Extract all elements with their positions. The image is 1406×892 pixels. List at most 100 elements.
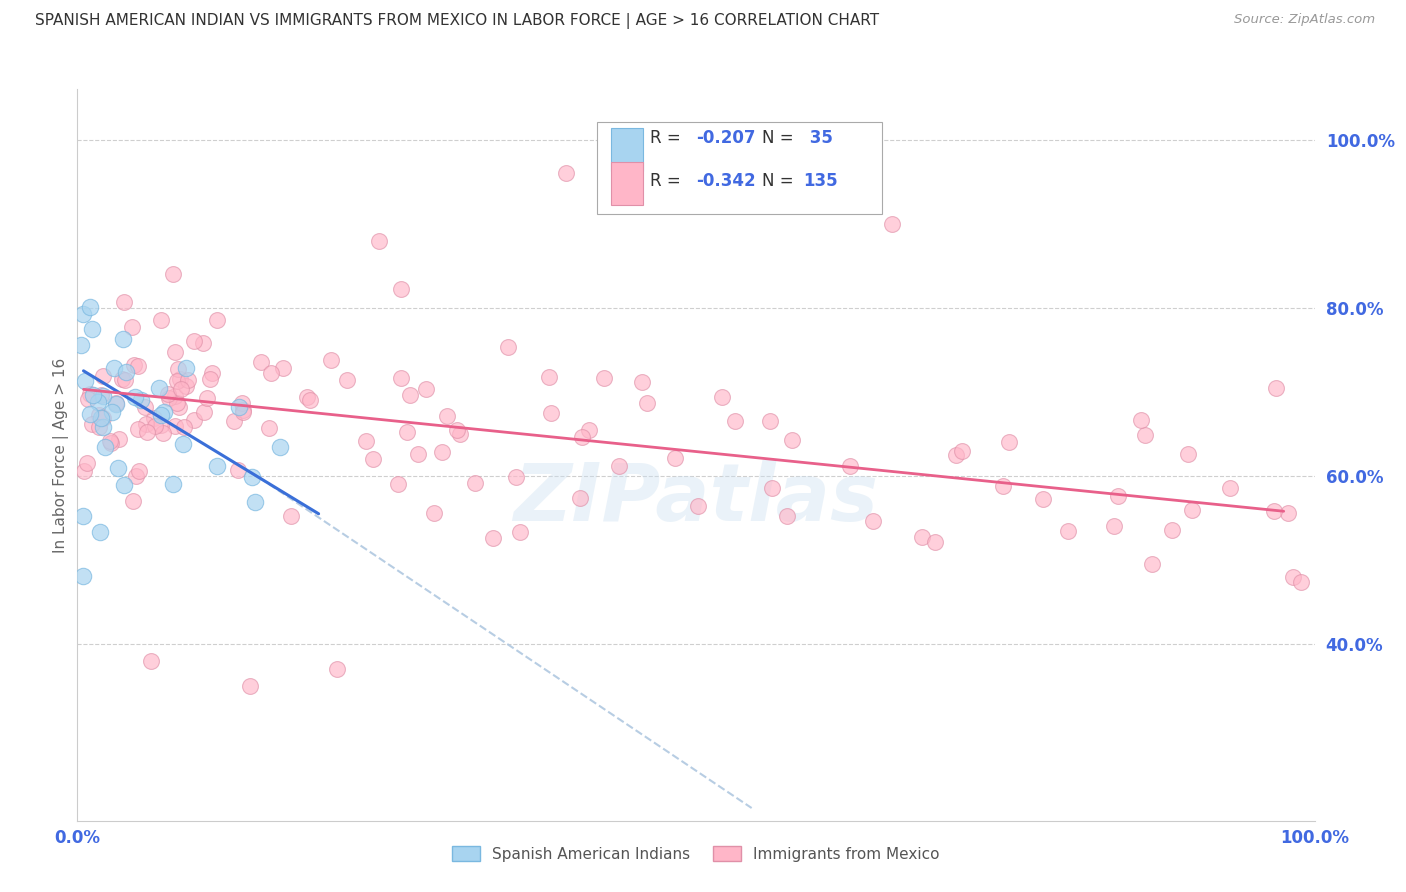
Legend: Spanish American Indians, Immigrants from Mexico: Spanish American Indians, Immigrants fro… <box>446 839 946 868</box>
Point <box>139 654 162 668</box>
Point <box>170 382 193 396</box>
Point <box>711 390 734 404</box>
Point <box>108 432 131 446</box>
Point <box>100 405 122 419</box>
Point <box>759 414 782 428</box>
Point <box>166 374 188 388</box>
Text: ZIPatlas: ZIPatlas <box>513 459 879 538</box>
Point <box>1281 570 1303 584</box>
Point <box>387 476 409 491</box>
Point <box>1181 503 1204 517</box>
Point <box>319 353 342 368</box>
FancyBboxPatch shape <box>598 122 882 213</box>
Point <box>193 405 215 419</box>
Point <box>436 409 458 423</box>
Point <box>395 425 418 439</box>
Point <box>224 414 246 428</box>
FancyBboxPatch shape <box>610 128 643 171</box>
Point <box>482 531 505 545</box>
Point <box>578 424 600 438</box>
Point <box>1104 518 1126 533</box>
Point <box>232 403 254 417</box>
Point <box>149 409 172 423</box>
Point <box>269 440 291 454</box>
Text: R =: R = <box>650 129 686 147</box>
Point <box>911 529 934 543</box>
Point <box>90 388 112 402</box>
Point <box>295 390 318 404</box>
Point <box>389 371 412 385</box>
Point <box>257 420 280 434</box>
Point <box>156 387 179 401</box>
Point <box>136 425 159 439</box>
Point <box>239 679 262 693</box>
Point <box>195 391 218 405</box>
Point <box>176 378 198 392</box>
Point <box>280 509 302 524</box>
Point <box>245 495 267 509</box>
Point <box>1142 558 1164 572</box>
Point <box>80 417 103 431</box>
Text: N =: N = <box>762 129 799 147</box>
Point <box>129 392 152 407</box>
Point <box>1218 481 1240 495</box>
Point <box>172 436 194 450</box>
Point <box>135 417 157 431</box>
Point <box>152 425 174 440</box>
Point <box>94 440 117 454</box>
Point <box>228 400 250 414</box>
Point <box>103 361 125 376</box>
Point <box>1291 575 1313 590</box>
Text: Source: ZipAtlas.com: Source: ZipAtlas.com <box>1234 13 1375 27</box>
Point <box>1107 489 1129 503</box>
Point <box>226 463 249 477</box>
Point <box>924 535 946 549</box>
Point <box>93 389 115 403</box>
Point <box>174 360 197 375</box>
Point <box>496 341 519 355</box>
Point <box>82 322 104 336</box>
Point <box>336 373 359 387</box>
Point <box>505 470 527 484</box>
Point <box>143 419 166 434</box>
Point <box>1161 523 1184 537</box>
Point <box>107 461 129 475</box>
Text: N =: N = <box>762 171 799 190</box>
Text: 135: 135 <box>804 171 838 190</box>
Point <box>592 371 614 385</box>
Point <box>112 478 135 492</box>
Point <box>134 400 156 414</box>
Text: -0.207: -0.207 <box>696 129 755 147</box>
Point <box>862 515 884 529</box>
Point <box>232 405 254 419</box>
Point <box>191 335 214 350</box>
Point <box>72 307 94 321</box>
Point <box>1277 506 1299 520</box>
Point <box>198 372 221 386</box>
Point <box>724 414 747 428</box>
Point <box>89 525 111 540</box>
Point <box>1177 447 1199 461</box>
Point <box>240 470 263 484</box>
Point <box>664 450 686 465</box>
Point <box>153 405 176 419</box>
Point <box>98 434 121 449</box>
Point <box>782 433 804 447</box>
Point <box>998 435 1021 450</box>
Point <box>368 234 391 248</box>
Point <box>449 427 471 442</box>
Point <box>166 362 188 376</box>
Point <box>775 509 797 524</box>
Point <box>90 411 112 425</box>
Text: R =: R = <box>650 171 686 190</box>
Point <box>260 366 283 380</box>
Point <box>423 506 446 520</box>
Point <box>326 662 349 676</box>
Point <box>538 370 561 384</box>
Point <box>432 445 454 459</box>
Point <box>162 267 184 281</box>
Point <box>124 390 146 404</box>
Point <box>945 448 967 462</box>
Point <box>77 392 100 406</box>
Point <box>882 217 904 231</box>
